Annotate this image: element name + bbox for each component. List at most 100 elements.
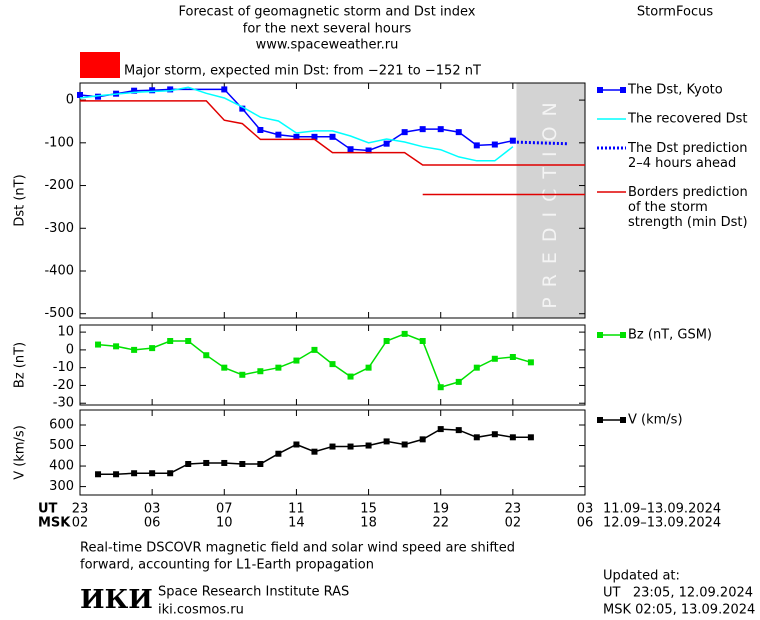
marker <box>473 142 480 149</box>
x-tick-label: 07 <box>216 502 233 517</box>
legend-label: Borders prediction of the storm strength (… <box>628 185 748 230</box>
marker <box>221 364 228 371</box>
marker <box>167 470 174 477</box>
marker <box>419 436 426 443</box>
site[interactable]: iki.cosmos.ru <box>158 603 244 618</box>
marker <box>95 93 102 100</box>
marker <box>509 434 516 441</box>
marker <box>221 459 228 466</box>
legend-label: The Dst, Kyoto <box>627 83 723 98</box>
marker <box>293 441 300 448</box>
series-line <box>512 140 568 146</box>
legend-marker <box>597 87 603 93</box>
marker <box>491 355 498 362</box>
y-tick-label: 0 <box>66 93 74 108</box>
marker <box>293 357 300 364</box>
x-tick-label: 23 <box>72 502 89 517</box>
updated-title: Updated at: <box>603 569 680 584</box>
marker <box>455 378 462 385</box>
plot-frame <box>79 82 586 319</box>
marker <box>113 343 120 350</box>
marker <box>383 438 390 445</box>
marker <box>509 137 516 144</box>
institute: Space Research Institute RAS <box>158 585 349 600</box>
y-axis-label: V (km/s) <box>13 425 28 480</box>
marker <box>329 133 336 140</box>
marker <box>185 460 192 467</box>
legend-label: Bz (nT, GSM) <box>628 328 712 343</box>
marker <box>95 341 102 348</box>
marker <box>131 87 138 94</box>
marker <box>131 346 138 353</box>
y-tick-label: 400 <box>49 459 74 474</box>
series-line <box>80 100 585 166</box>
updated-ut: UT 23:05, 12.09.2024 <box>603 586 753 601</box>
marker <box>329 443 336 450</box>
title-line: www.spaceweather.ru <box>256 38 399 53</box>
ut-label: UT <box>38 502 58 517</box>
prediction-label: PREDICTION <box>539 92 561 309</box>
marker <box>293 133 300 140</box>
marker <box>383 140 390 147</box>
x-tick-label: 03 <box>577 502 594 517</box>
msk-label: MSK <box>38 516 71 531</box>
marker <box>383 338 390 344</box>
legend-marker <box>620 417 626 423</box>
y-tick-label: -300 <box>44 221 74 236</box>
storm-label: Major storm, expected min Dst: from −221… <box>124 64 481 79</box>
title-line: for the next several hours <box>243 22 412 37</box>
marker <box>257 127 264 133</box>
msk-tick-label: 18 <box>360 516 377 531</box>
marker <box>239 460 246 467</box>
x-tick-label: 03 <box>144 502 161 517</box>
marker <box>113 471 120 478</box>
marker <box>221 86 228 93</box>
y-tick-label: -20 <box>53 378 74 393</box>
y-tick-label: -200 <box>44 178 74 193</box>
marker <box>455 129 462 136</box>
x-tick-label: 11 <box>288 502 305 517</box>
updated-msk: MSK 02:05, 13.09.2024 <box>603 603 755 618</box>
marker <box>275 450 282 457</box>
marker <box>473 434 480 441</box>
marker <box>311 448 318 455</box>
plot-frame <box>79 409 586 496</box>
marker <box>95 471 102 478</box>
y-tick-label: -500 <box>44 306 74 321</box>
y-tick-label: 500 <box>49 438 74 453</box>
legend-marker <box>620 87 626 93</box>
msk-tick-label: 06 <box>144 516 161 531</box>
marker <box>437 426 444 433</box>
storm-swatch <box>80 52 120 78</box>
msk-tick-label: 10 <box>216 516 233 531</box>
marker <box>203 352 210 359</box>
series-line <box>97 333 532 389</box>
marker <box>365 442 372 449</box>
ut-range: 11.09–13.09.2024 <box>603 502 721 517</box>
marker <box>329 361 336 368</box>
marker <box>419 338 426 344</box>
msk-tick-label: 22 <box>432 516 449 531</box>
marker <box>347 373 354 380</box>
legend-label: V (km/s) <box>628 413 683 428</box>
marker <box>149 345 156 352</box>
series-line <box>79 88 514 152</box>
marker <box>473 364 480 371</box>
marker <box>311 346 318 353</box>
marker <box>365 147 372 154</box>
marker <box>437 126 444 133</box>
marker <box>275 131 282 138</box>
marker <box>401 129 408 136</box>
y-tick-label: -100 <box>44 135 74 150</box>
title-line: Forecast of geomagnetic storm and Dst in… <box>178 5 475 20</box>
marker <box>509 354 516 360</box>
msk-range: 12.09–13.09.2024 <box>603 516 721 531</box>
note-line: Real-time DSCOVR magnetic field and sola… <box>80 541 515 556</box>
x-tick-label: 19 <box>432 502 449 517</box>
prediction-zone <box>516 83 585 318</box>
marker <box>491 431 498 438</box>
msk-tick-label: 06 <box>577 516 594 531</box>
marker <box>239 105 246 112</box>
marker <box>419 126 426 133</box>
